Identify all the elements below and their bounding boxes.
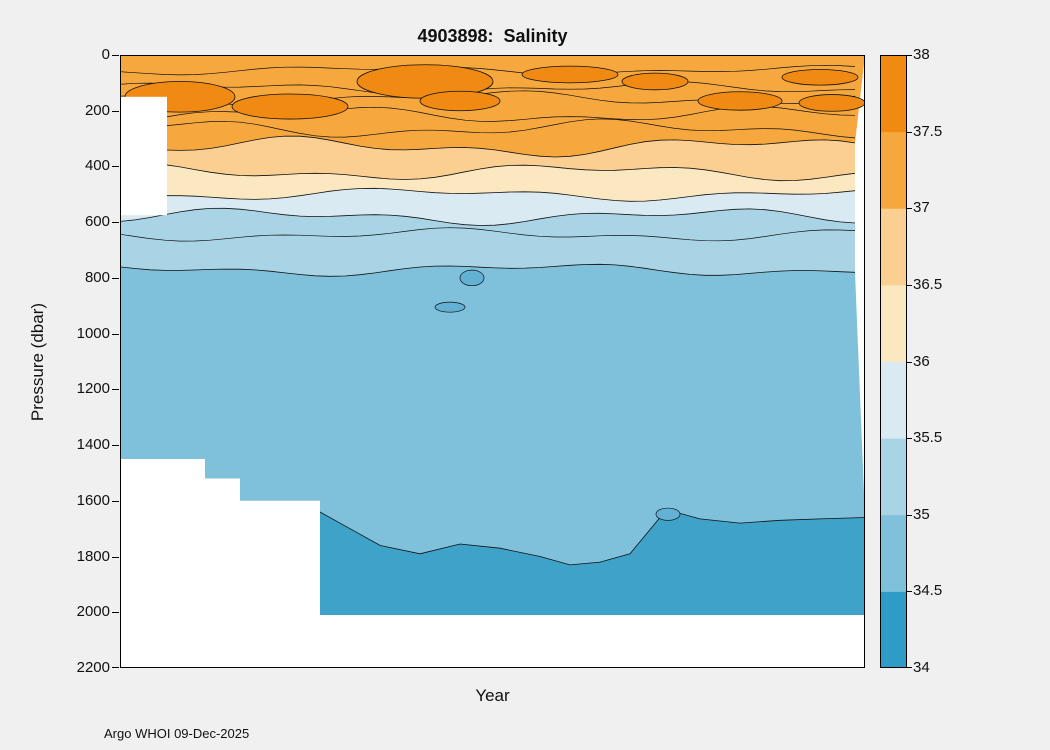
colorbar-tick-label: 36 <box>913 352 930 370</box>
y-tick-mark <box>112 222 119 224</box>
colorbar-tick-mark <box>907 131 912 133</box>
colorbar-tick-mark <box>907 208 912 210</box>
y-tick-label: 1800 <box>76 547 110 565</box>
y-axis-label: Pressure (dbar) <box>28 302 47 422</box>
y-tick-mark <box>112 333 119 335</box>
y-tick-mark <box>112 667 119 668</box>
colorbar-tick-label: 36.5 <box>913 275 943 293</box>
y-tick-label: 0 <box>101 46 110 63</box>
colorbar-tick-label: 34 <box>913 659 930 676</box>
colorbar-tick-label: 37 <box>913 199 930 217</box>
salinity-contour-plot <box>120 55 865 668</box>
colorbar-tick-label: 35 <box>913 505 930 523</box>
y-tick-label: 2000 <box>76 603 110 621</box>
y-tick-label: 2200 <box>76 659 110 676</box>
y-tick-mark <box>112 55 119 56</box>
y-tick-mark <box>112 166 119 168</box>
chart-title: 4903898: Salinity <box>417 26 568 46</box>
colorbar-tick-mark <box>907 667 912 668</box>
y-tick-label: 200 <box>84 101 110 119</box>
salinity-colorbar <box>880 55 907 668</box>
colorbar-tick-label: 35.5 <box>913 429 943 447</box>
y-tick-label: 400 <box>84 157 110 175</box>
colorbar-tick-mark <box>907 361 912 363</box>
y-tick-mark <box>112 110 119 112</box>
y-tick-label: 800 <box>84 268 110 286</box>
y-tick-label: 1400 <box>76 436 110 454</box>
colorbar-tick-label: 37.5 <box>913 122 943 140</box>
colorbar-tick-mark <box>907 284 912 286</box>
colorbar-tick-mark <box>907 55 912 56</box>
y-tick-mark <box>112 612 119 614</box>
y-tick-mark <box>112 277 119 279</box>
colorbar-tick-label: 34.5 <box>913 582 943 600</box>
y-tick-mark <box>112 389 119 391</box>
provenance-footer: Argo WHOI 09-Dec-2025 <box>104 726 250 741</box>
y-tick-label: 1200 <box>76 380 110 398</box>
y-tick-label: 1600 <box>76 491 110 509</box>
x-axis-label: Year <box>475 686 510 705</box>
y-tick-mark <box>112 556 119 558</box>
colorbar-tick-mark <box>907 438 912 440</box>
y-tick-label: 1000 <box>76 324 110 342</box>
y-tick-label: 600 <box>84 213 110 231</box>
colorbar-tick-label: 38 <box>913 46 930 63</box>
colorbar-tick-mark <box>907 591 912 593</box>
y-tick-mark <box>112 500 119 502</box>
colorbar-tick-mark <box>907 514 912 516</box>
y-tick-mark <box>112 445 119 447</box>
